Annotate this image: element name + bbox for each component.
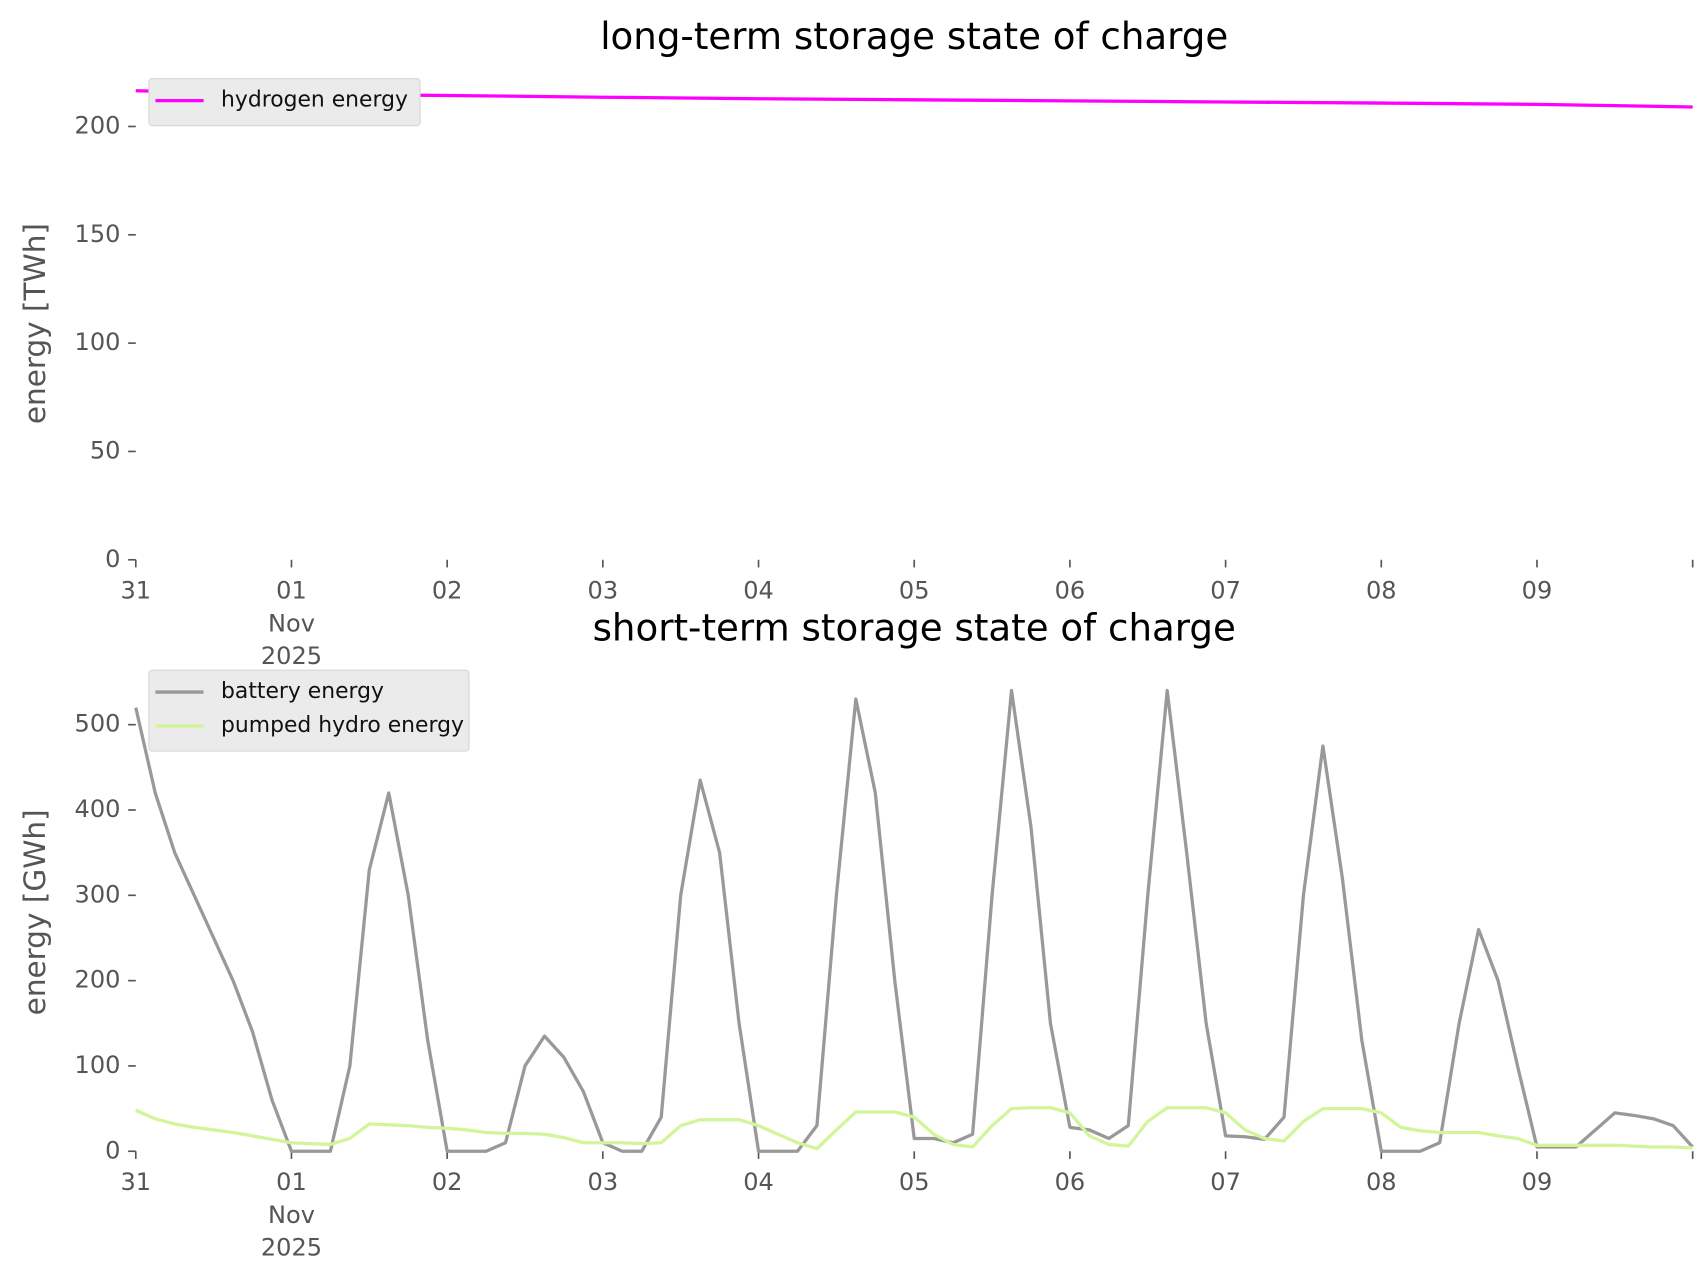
x-tick-label: 31 — [120, 576, 151, 604]
x-tick-label-line: 01 — [276, 1168, 307, 1196]
y-tick-label: 400 — [75, 795, 121, 823]
x-tick-label-line: 2025 — [261, 642, 322, 670]
x-tick-label: 03 — [588, 576, 619, 604]
y-tick-label: 500 — [75, 710, 121, 738]
y-tick-label: 200 — [75, 966, 121, 994]
x-tick-label-line: 01 — [276, 576, 307, 604]
x-tick-label-line: 31 — [120, 1168, 151, 1196]
y-tick-label: 300 — [75, 880, 121, 908]
x-tick-label: 05 — [899, 576, 930, 604]
legend-label: battery energy — [221, 679, 384, 704]
y-tick-label: 0 — [105, 545, 120, 573]
x-tick-label: 01 Nov 2025 — [261, 576, 322, 670]
x-tick-label-line: 06 — [1055, 576, 1086, 604]
x-tick-label-line: 02 — [432, 576, 463, 604]
x-tick-label-line: 04 — [743, 1168, 774, 1196]
x-tick-label: 02 — [432, 1168, 463, 1196]
x-tick-label-line: 09 — [1522, 576, 1553, 604]
x-tick-label-line: Nov — [268, 609, 315, 637]
y-tick-label: 100 — [75, 328, 121, 356]
x-tick-label: 04 — [743, 576, 774, 604]
y-tick-label: 200 — [75, 111, 121, 139]
x-tick-label-line: 07 — [1210, 576, 1241, 604]
x-tick-label: 04 — [743, 1168, 774, 1196]
x-tick-label: 05 — [899, 1168, 930, 1196]
legend-box — [148, 78, 421, 127]
x-tick-label: 06 — [1055, 1168, 1086, 1196]
legend-label: pumped hydro energy — [221, 713, 464, 738]
x-tick-label: 06 — [1055, 576, 1086, 604]
series-line — [134, 688, 1694, 1153]
y-tick-label: 150 — [75, 220, 121, 248]
x-tick-label-line: 08 — [1366, 576, 1397, 604]
chart-title: long-term storage state of charge — [600, 14, 1228, 58]
legend-box — [148, 669, 470, 752]
x-tick-label-line: 06 — [1055, 1168, 1086, 1196]
x-tick-label: 08 — [1366, 576, 1397, 604]
series-line — [135, 1106, 1693, 1151]
x-tick-label: 09 — [1522, 1168, 1553, 1196]
chart-title: short-term storage state of charge — [593, 605, 1236, 649]
x-tick-label-line: 03 — [588, 576, 619, 604]
x-tick-label-line: 04 — [743, 576, 774, 604]
x-tick-label-line: 09 — [1522, 1168, 1553, 1196]
x-tick-label-line: 08 — [1366, 1168, 1397, 1196]
y-tick-label: 50 — [90, 436, 121, 464]
x-tick-label: 08 — [1366, 1168, 1397, 1196]
x-tick-label-line: 05 — [899, 576, 930, 604]
x-tick-label-line: 05 — [899, 1168, 930, 1196]
x-tick-label: 02 — [432, 576, 463, 604]
x-tick-label-line: 2025 — [261, 1234, 322, 1262]
x-tick-label: 07 — [1210, 576, 1241, 604]
y-tick-label: 0 — [105, 1136, 120, 1164]
y-axis-label: energy [GWh] — [18, 809, 52, 1015]
x-tick-label: 03 — [588, 1168, 619, 1196]
x-tick-label: 01 Nov 2025 — [261, 1168, 322, 1262]
x-tick-label-line: 31 — [120, 576, 151, 604]
y-axis-label: energy [TWh] — [18, 223, 52, 424]
x-tick-label: 07 — [1210, 1168, 1241, 1196]
legend-label: hydrogen energy — [221, 88, 408, 113]
y-tick-label: 100 — [75, 1051, 121, 1079]
x-tick-label-line: 02 — [432, 1168, 463, 1196]
x-tick-label-line: 03 — [588, 1168, 619, 1196]
x-tick-label: 31 — [120, 1168, 151, 1196]
x-tick-label-line: Nov — [268, 1201, 315, 1229]
x-tick-label-line: 07 — [1210, 1168, 1241, 1196]
x-tick-label: 09 — [1522, 576, 1553, 604]
